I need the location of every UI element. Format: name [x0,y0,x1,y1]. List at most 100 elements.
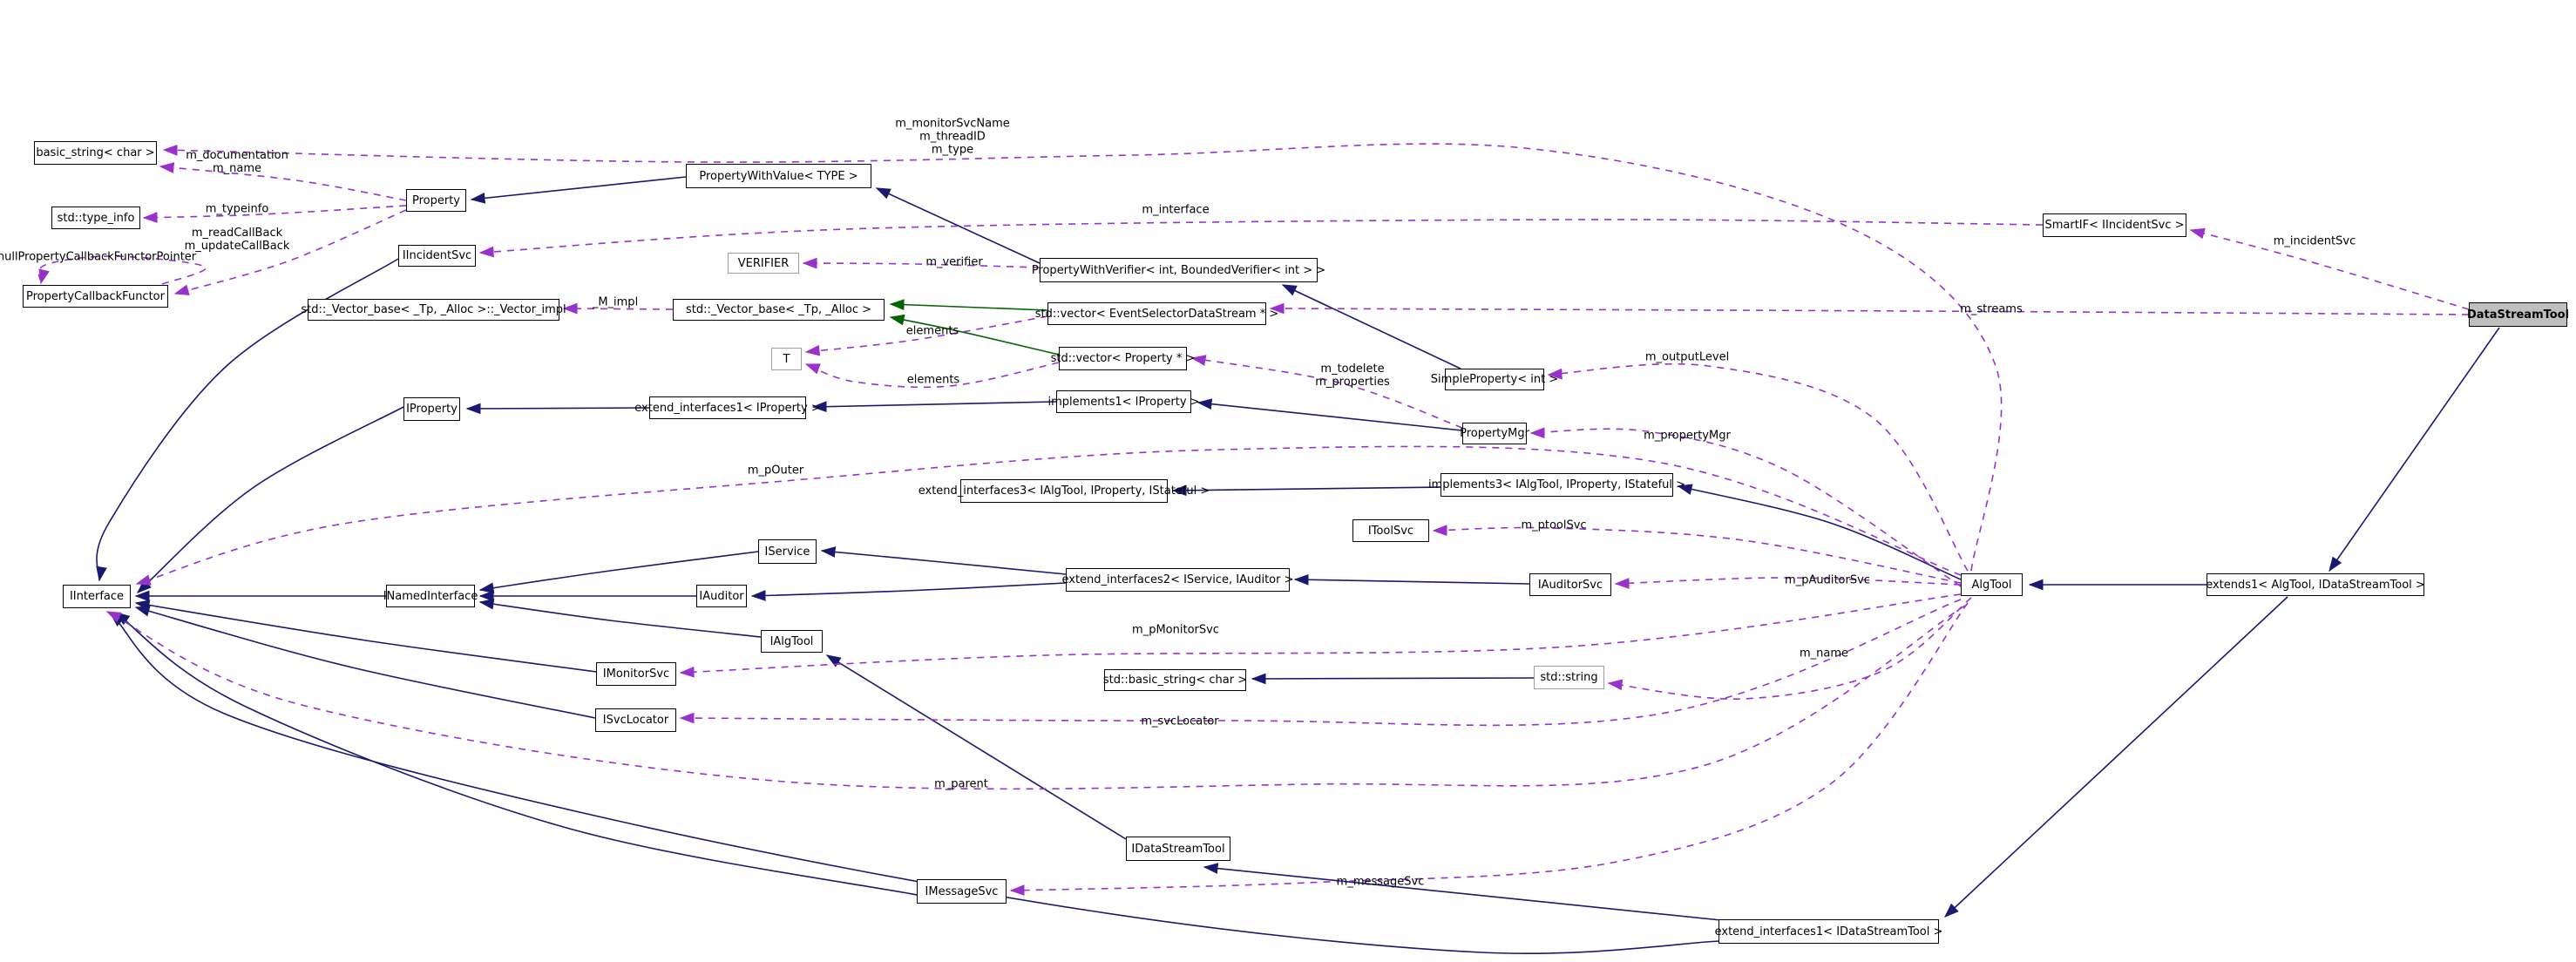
edge-inherit [1281,284,1461,369]
node-extend-interfaces1-idatastreamtool[interactable]: extend_interfaces1< IDataStreamTool > [1715,919,1942,944]
edge-label: m_parent [934,777,988,791]
edge-label: m_outputLevel [1644,350,1730,364]
node-extend-interfaces1-iproperty[interactable]: extend_interfaces1< IProperty > [634,396,821,419]
edge-label: m_streams [1960,302,2023,316]
node-iauditor-svc[interactable]: IAuditorSvc [1529,573,1611,596]
edge-template [889,299,1048,311]
edge-label: m_interface [1142,203,1210,217]
edge-inherit [1943,596,2288,918]
node-std-type-info[interactable]: std::type_info [51,207,140,229]
edge-label: m_name [1799,647,1849,661]
edge-label: m_pMonitorSvc [1132,623,1219,637]
edge-template [889,314,1060,356]
edge-label: m_pAuditorSvc [1785,573,1870,587]
edge-uses [1190,355,1463,429]
edge-uses [1009,602,1969,896]
edge-inherit [811,401,1057,413]
edge-inherit [470,176,687,204]
node-property-callback-functor[interactable]: PropertyCallbackFunctor [23,285,168,308]
edge-label: m_readCallBack m_updateCallBack [184,227,290,253]
edge-uses [1614,577,1962,589]
edge-uses [159,162,407,201]
edge-label: m_svcLocator [1141,715,1219,728]
edge-uses [173,209,407,295]
node-iincident-svc[interactable]: IIncidentSvc [398,245,476,267]
node-implements3[interactable]: implements3< IAlgTool, IProperty, IState… [1428,473,1685,497]
edge-inherit [1203,863,1722,921]
edge-inherit [1293,573,1530,586]
node-ialg-tool[interactable]: IAlgTool [761,630,823,653]
edge-label: m_monitorSvcName m_threadID m_type [895,117,1010,157]
node-iproperty[interactable]: IProperty [403,397,460,421]
edge-inherit [1196,398,1463,431]
edge-label: m_verifier [925,255,983,269]
node-std-vector-property[interactable]: std::vector< Property * > [1051,347,1195,370]
node-property-mgr[interactable]: PropertyMgr [1460,423,1529,444]
node-data-stream-tool[interactable]: DataStreamTool [2467,302,2569,327]
edge-label: m_typeinfo [205,202,269,216]
node-property-with-verifier[interactable]: PropertyWithVerifier< int, BoundedVerifi… [1032,258,1325,282]
edge-label: elements [905,324,959,338]
edge-uses [804,315,1048,356]
edge-label: m_propertyMgr [1644,429,1731,443]
node-property[interactable]: Property [406,189,466,212]
edge-inherit [1171,484,1441,497]
edge-uses [1607,597,1972,701]
edge-inherit [109,613,1719,954]
edge-inherit [134,600,597,673]
edge-uses [1269,302,2470,315]
edge-uses [105,605,1966,790]
edge-label: m_pOuter [747,464,804,478]
edge-label: m_incidentSvc [2273,234,2356,248]
node-simple-property-int[interactable]: SimpleProperty< int > [1431,369,1558,390]
node-itool-svc[interactable]: IToolSvc [1352,519,1429,542]
edge-uses [37,255,207,285]
edge-uses [802,257,1041,269]
edge-uses [1547,362,1969,572]
edge-inherit [134,606,596,719]
node-property-with-value[interactable]: PropertyWithValue< TYPE > [686,164,871,188]
edge-label: elements [906,373,960,387]
edge-label: _M_impl [592,295,639,309]
node-std-string[interactable]: std::string [1534,666,1604,689]
node-idata-stream-tool[interactable]: IDataStreamTool [1126,837,1230,861]
edge-inherit [875,187,1041,264]
node-extend-interfaces3[interactable]: extend_interfaces3< IAlgTool, IProperty,… [919,479,1210,503]
edge-inherit [1677,484,1962,580]
node-std-vector-eventselector[interactable]: std::vector< EventSelectorDataStream * > [1035,302,1278,325]
node-std-vector-base[interactable]: std::_Vector_base< _Tp, _Alloc > [673,299,885,321]
edge-inherit [1251,673,1535,685]
node-iservice[interactable]: IService [758,539,817,564]
edge-label: m_todelete m_properties [1315,362,1390,389]
edge-uses [1432,525,1962,584]
node-inamed-interface[interactable]: INamedInterface [383,585,478,607]
node-smartif-iincidentsvc[interactable]: SmartIF< IIncidentSvc > [2043,213,2186,237]
node-isvc-locator[interactable]: ISvcLocator [595,708,676,732]
node-extends1[interactable]: extends1< AlgTool, IDataStreamTool > [2206,573,2425,596]
node-alg-tool[interactable]: AlgTool [1961,573,2023,596]
edge-label: m_messageSvc [1336,875,1425,889]
edge-inherit [478,598,762,638]
node-iauditor[interactable]: IAuditor [696,585,747,607]
node-iinterface[interactable]: IInterface [63,585,131,608]
node-extend-interfaces2[interactable]: extend_interfaces2< IService, IAuditor > [1062,568,1294,592]
node-std-basic-string-char[interactable]: std::basic_string< char > [1103,669,1247,691]
node-basic-string-char[interactable]: basic_string< char > [34,141,157,165]
node-implements1-iproperty[interactable]: implements1< IProperty > [1047,390,1200,413]
edge-inherit [825,654,1127,840]
edge-label: nullPropertyCallbackFunctorPointer [0,250,197,264]
edge-uses [1529,427,1962,587]
edge-inherit [2329,327,2500,572]
edge-inherit [136,406,404,593]
edge-inherit [820,546,1067,575]
node-verifier[interactable]: VERIFIER [728,253,799,274]
node-imessage-svc[interactable]: IMessageSvc [917,879,1007,904]
node-t[interactable]: T [771,348,802,370]
node-imonitor-svc[interactable]: IMonitorSvc [596,662,676,686]
node-vector-impl[interactable]: std::_Vector_base< _Tp, _Alloc >::_Vecto… [301,299,566,321]
edge-uses [142,205,407,223]
edge-uses [679,593,1962,678]
edge-uses [135,445,1962,586]
